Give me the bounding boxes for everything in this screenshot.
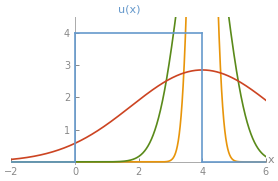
Text: x: x (267, 155, 274, 165)
Text: u(x): u(x) (118, 4, 141, 14)
